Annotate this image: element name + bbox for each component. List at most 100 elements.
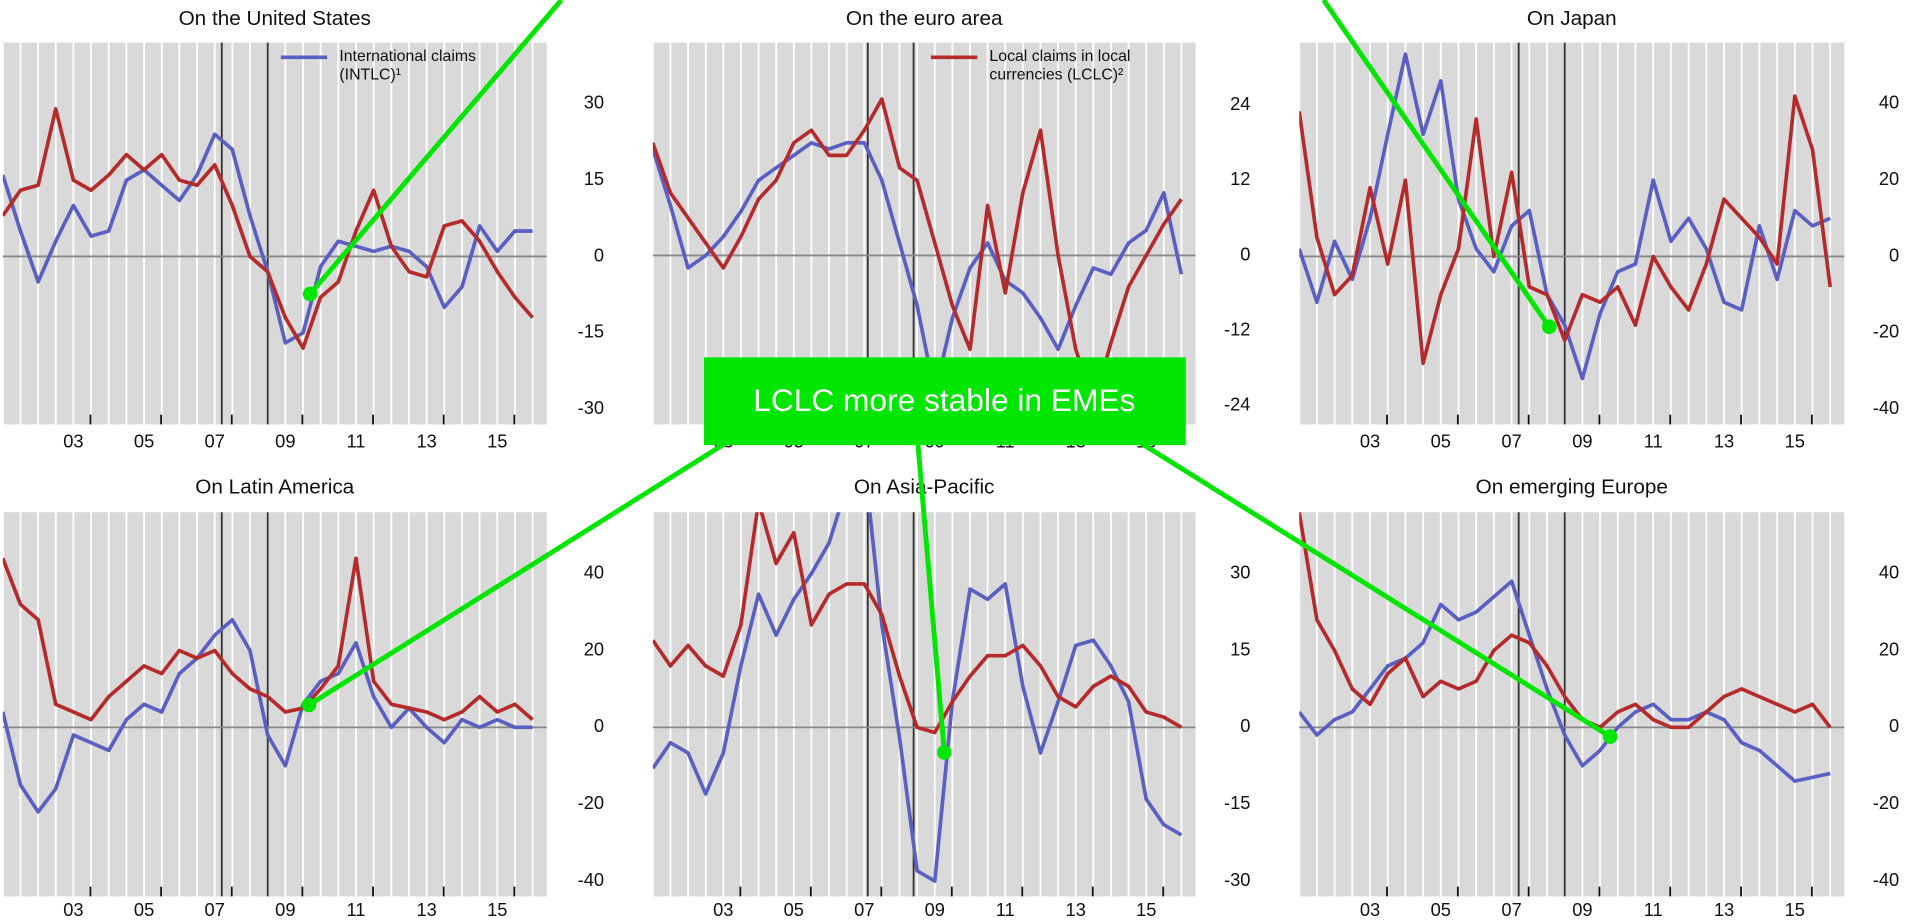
- y-tick-label: 20: [1879, 168, 1899, 189]
- callout-dot: [1602, 729, 1618, 744]
- y-tick-label: 20: [1879, 638, 1899, 659]
- series-line: [2, 556, 534, 722]
- x-tick-label: 11: [1644, 899, 1663, 920]
- y-tick-label: 15: [584, 168, 604, 189]
- x-tick-label: 07: [205, 899, 225, 920]
- panel: -30 -15 0 15 30 03 05 07 09 11 13 15 On Asia-Pacific: [651, 475, 1250, 920]
- y-tick-label: -40: [578, 869, 604, 890]
- panel: -30 -15 0 15 30 03 05 07 09 11 13 15 On the United S…: [1, 7, 604, 452]
- x-tick-label: 07: [1501, 431, 1521, 452]
- panel: -40 -20 0 20 40 03 05 07 09 11 13 15 On Latin Americ…: [1, 475, 604, 920]
- x-tick-label: 07: [854, 899, 874, 920]
- x-tick-label: 07: [205, 431, 225, 452]
- y-tick-label: 0: [1240, 715, 1250, 736]
- x-tick-label: 05: [1431, 431, 1451, 452]
- callout-line: [915, 438, 947, 753]
- x-tick-label: 15: [1785, 899, 1805, 920]
- plot-background: [652, 512, 1196, 897]
- x-tick-label: 11: [1644, 431, 1663, 452]
- legend-box: International claims (INTLC)¹: [339, 46, 476, 83]
- y-tick-label: -40: [1873, 397, 1899, 418]
- y-tick-label: 12: [1230, 168, 1250, 189]
- y-tick-label: -40: [1873, 869, 1899, 890]
- callout-dot: [302, 286, 318, 302]
- callout-dot: [1541, 319, 1557, 335]
- x-tick-label: 07: [1501, 899, 1521, 920]
- x-tick-label: 15: [1785, 431, 1805, 452]
- x-tick-label: 13: [416, 899, 436, 920]
- x-tick-label: 05: [1431, 899, 1451, 920]
- y-tick-label: 0: [594, 715, 604, 736]
- legend-label: Local claims in local currencies (LCLC)²: [989, 46, 1131, 83]
- x-tick-label: 05: [784, 899, 804, 920]
- x-tick-label: 03: [713, 899, 733, 920]
- series-line: [1299, 579, 1831, 783]
- x-tick-label: 11: [996, 899, 1015, 920]
- x-tick-label: 15: [487, 431, 507, 452]
- panel: -40 -20 0 20 40 03 05 07 09 11 13 15 On emerging Eur…: [1298, 475, 1899, 920]
- y-tick-label: -20: [1873, 321, 1899, 342]
- y-tick-label: 40: [1879, 92, 1899, 113]
- x-tick-label: 05: [134, 899, 154, 920]
- x-tick-label: 13: [1714, 431, 1734, 452]
- y-tick-label: 0: [1240, 243, 1250, 264]
- panel-title: On Asia-Pacific: [854, 475, 994, 498]
- callout-dot: [301, 697, 317, 713]
- callout-line: [1321, 0, 1552, 329]
- y-tick-label: 0: [594, 244, 604, 265]
- x-tick-label: 13: [1714, 899, 1734, 920]
- x-tick-label: 09: [275, 431, 295, 452]
- series-line: [2, 107, 534, 350]
- callout-text: LCLC more stable in EMEs: [753, 382, 1135, 418]
- panel: -40 -20 0 20 40 03 05 07 09 11 13 15 On Japan: [1298, 7, 1899, 452]
- y-tick-label: -30: [1224, 869, 1250, 890]
- callout-line: [307, 436, 734, 707]
- y-tick-label: -12: [1224, 318, 1250, 339]
- x-tick-label: 13: [416, 431, 436, 452]
- panel-title: On Japan: [1527, 7, 1617, 30]
- x-tick-label: 15: [1136, 899, 1156, 920]
- y-tick-label: -20: [1873, 792, 1899, 813]
- x-tick-label: 11: [347, 431, 366, 452]
- x-tick-label: 03: [1360, 899, 1380, 920]
- y-tick-label: 40: [584, 562, 604, 583]
- y-tick-label: -30: [578, 397, 604, 418]
- series-line: [652, 512, 1183, 735]
- x-tick-label: 11: [347, 899, 366, 920]
- x-tick-label: 05: [134, 431, 154, 452]
- callout-dot: [936, 745, 952, 760]
- annotation-overlay: LCLC more stable in EMEs: [301, 0, 1618, 760]
- y-tick-label: -24: [1224, 393, 1250, 414]
- panel-title: On emerging Europe: [1476, 475, 1668, 498]
- x-tick-label: 03: [1360, 431, 1380, 452]
- panel-title: On the United States: [179, 7, 371, 30]
- y-tick-label: 0: [1889, 715, 1899, 736]
- y-tick-label: 24: [1230, 93, 1250, 114]
- x-tick-label: 09: [275, 899, 295, 920]
- x-tick-label: 13: [1066, 899, 1086, 920]
- y-tick-label: 40: [1879, 562, 1899, 583]
- series-line: [1299, 512, 1832, 730]
- callout-line: [308, 0, 564, 296]
- y-tick-label: 0: [1889, 244, 1899, 265]
- x-tick-label: 03: [63, 899, 83, 920]
- y-tick-label: -20: [578, 792, 604, 813]
- y-tick-label: -15: [578, 321, 604, 342]
- series-line: [2, 617, 533, 814]
- series-line: [1299, 52, 1831, 381]
- panels: -30 -15 0 15 30 03 05 07 09 11 13 15 On the United S…: [1, 7, 1899, 920]
- y-tick-label: 30: [1230, 562, 1250, 583]
- series-line: [652, 140, 1184, 395]
- x-tick-label: 15: [487, 899, 507, 920]
- x-tick-label: 09: [1572, 431, 1592, 452]
- legend-box: Local claims in local currencies (LCLC)²: [989, 46, 1131, 83]
- x-tick-label: 03: [63, 431, 83, 452]
- callout-box: [704, 357, 1186, 446]
- series-line: [1299, 94, 1833, 366]
- y-tick-label: -15: [1224, 792, 1250, 813]
- series-line: [652, 512, 1183, 883]
- x-tick-label: 09: [925, 899, 945, 920]
- callout-line: [1133, 436, 1612, 739]
